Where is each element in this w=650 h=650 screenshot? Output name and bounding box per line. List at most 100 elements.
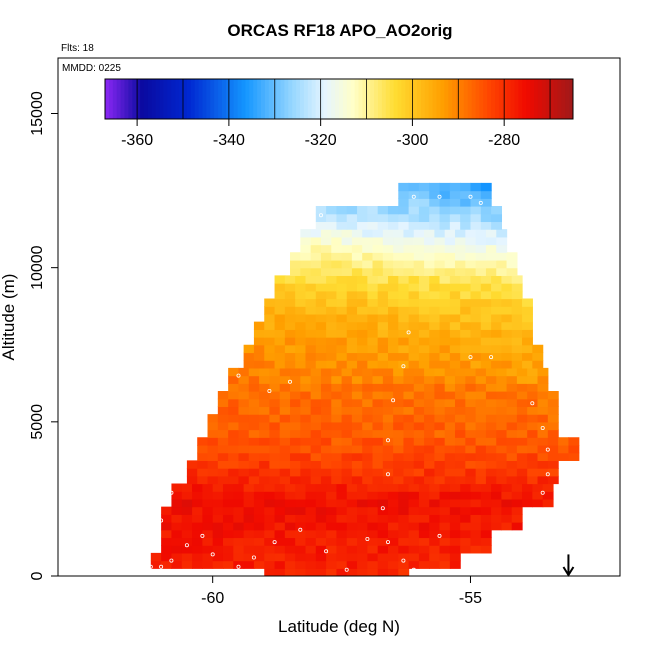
heatmap-cell [253, 360, 265, 369]
heatmap-cell [357, 329, 368, 338]
heatmap-cell [485, 367, 497, 377]
heatmap-cell [300, 452, 312, 461]
sample-point [385, 540, 390, 545]
heatmap-cell [491, 221, 503, 230]
heatmap-cell [305, 344, 317, 354]
heatmap-cell [207, 429, 219, 438]
heatmap-cell [485, 391, 497, 400]
heatmap-cell [418, 290, 430, 300]
heatmap-cell [398, 560, 410, 569]
heatmap-cell [233, 529, 245, 539]
heatmap-cell [341, 437, 353, 446]
heatmap-cell [290, 267, 301, 276]
heatmap-cell [418, 514, 430, 523]
heatmap-cell [357, 560, 368, 569]
heatmap-cell [367, 529, 379, 539]
heatmap-cell [475, 383, 487, 392]
heatmap-cell [217, 460, 229, 469]
heatmap-cell [382, 252, 394, 261]
colorbar-segment [432, 79, 437, 119]
heatmap-cell [382, 267, 394, 276]
heatmap-cell [460, 514, 472, 523]
colorbar-segment [319, 79, 324, 119]
heatmap-cell [387, 491, 399, 500]
heatmap-cell [362, 468, 374, 477]
heatmap-cell [331, 406, 343, 415]
heatmap-cell [161, 537, 173, 546]
heatmap-cell [217, 475, 229, 485]
colorbar-segment [413, 79, 418, 119]
heatmap-cell [418, 190, 430, 199]
heatmap-cell [470, 213, 482, 223]
heatmap-cell [331, 367, 343, 377]
heatmap-cell [310, 444, 322, 454]
heatmap-cell [558, 444, 570, 454]
colorbar-segment [315, 79, 320, 119]
heatmap-cell [475, 229, 487, 238]
colorbar-segment [144, 79, 149, 119]
heatmap-cell [228, 429, 240, 438]
heatmap-cell [485, 267, 497, 276]
heatmap-cell [269, 421, 281, 431]
colorbar-segment [409, 79, 414, 119]
sample-point [468, 355, 473, 360]
heatmap-cell [455, 468, 466, 477]
heatmap-cell [491, 337, 503, 346]
heatmap-cell [238, 429, 250, 438]
heatmap-cell [506, 406, 518, 415]
heatmap-cell [331, 259, 343, 269]
heatmap-cell [403, 229, 415, 238]
heatmap-cell [449, 352, 461, 361]
colorbar-segment [331, 79, 336, 119]
heatmap-cell [326, 352, 338, 361]
heatmap-cell [315, 329, 327, 338]
heatmap-cell [460, 321, 472, 330]
heatmap-cell [485, 383, 497, 392]
heatmap-cell [372, 229, 384, 238]
heatmap-cell [238, 452, 250, 461]
heatmap-cell [382, 421, 394, 431]
heatmap-cell [320, 421, 332, 431]
heatmap-cell [274, 290, 286, 300]
heatmap-cell [233, 506, 245, 515]
heatmap-cell [460, 483, 472, 492]
heatmap-cell [357, 352, 368, 361]
heatmap-cell [444, 367, 456, 377]
heatmap-cell [516, 398, 528, 408]
heatmap-cell [465, 391, 477, 400]
heatmap-cell [418, 329, 430, 338]
heatmap-cell [367, 344, 379, 354]
heatmap-cell [506, 367, 518, 377]
heatmap-cell [382, 406, 394, 415]
heatmap-cell [501, 514, 513, 523]
heatmap-cell [470, 498, 482, 508]
heatmap-cell [398, 198, 410, 207]
heatmap-cell [238, 383, 250, 392]
heatmap-cell [305, 313, 317, 323]
heatmap-cell [398, 522, 410, 531]
heatmap-cell [547, 414, 559, 423]
heatmap-cell [485, 229, 497, 238]
heatmap-cell [367, 337, 379, 346]
heatmap-cell [424, 383, 435, 392]
heatmap-cell [310, 236, 322, 246]
heatmap-cell [186, 460, 198, 469]
heatmap-cell [217, 414, 229, 423]
heatmap-cell [418, 529, 430, 539]
heatmap-cell [295, 491, 307, 500]
heatmap-cell [253, 337, 265, 346]
heatmap-cell [336, 560, 348, 569]
heatmap-cell [367, 275, 379, 284]
heatmap-cell [455, 236, 466, 246]
heatmap-cell [222, 529, 234, 539]
heatmap-cell [279, 452, 291, 461]
heatmap-cell [310, 267, 322, 276]
heatmap-cell [357, 321, 368, 330]
heatmap-cell [413, 391, 425, 400]
colorbar-segment [358, 79, 363, 119]
colorbar-segment [151, 79, 157, 119]
heatmap-cell [418, 352, 430, 361]
heatmap-cell [295, 537, 307, 546]
heatmap-cell [202, 506, 214, 515]
heatmap-cell [522, 337, 533, 346]
